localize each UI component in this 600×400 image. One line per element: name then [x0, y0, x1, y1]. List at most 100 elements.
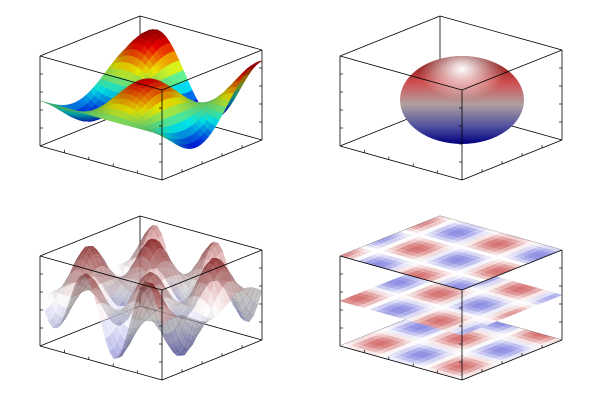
- surface-patch: [140, 269, 149, 281]
- surface-patch: [162, 247, 172, 261]
- box-edge: [39, 55, 163, 91]
- surface-patch: [74, 276, 84, 287]
- surface-patch: [147, 290, 156, 310]
- surface-patch: [149, 224, 158, 230]
- surface-patch: [166, 303, 175, 316]
- surface-patch: [100, 300, 110, 314]
- surface-patch: [106, 297, 116, 315]
- surface-patch: [144, 281, 153, 284]
- surface-patch: [141, 271, 150, 279]
- surface-patch: [228, 270, 237, 283]
- surface-patch: [178, 327, 187, 346]
- surface-patch: [206, 290, 216, 311]
- surface-patch: [187, 325, 196, 341]
- surface-patch: [184, 284, 194, 299]
- surface-patch: [188, 337, 197, 350]
- surface-patch: [185, 317, 195, 336]
- surface-patch: [101, 283, 111, 296]
- surface-patch: [237, 310, 246, 320]
- surface-patch: [153, 291, 162, 308]
- surface-patch: [156, 247, 165, 263]
- surface-patch: [129, 284, 138, 300]
- surface-patch: [138, 305, 147, 321]
- surface-patch: [137, 319, 147, 330]
- surface-patch: [98, 265, 107, 284]
- surface-patch: [168, 345, 177, 356]
- surface-patch: [204, 271, 214, 283]
- surface-patch: [165, 333, 175, 345]
- surface-patch: [87, 277, 97, 290]
- surface-patch: [166, 318, 175, 334]
- surface-patch: [86, 257, 95, 275]
- surface-patch: [114, 291, 123, 303]
- surface-patch: [81, 278, 91, 288]
- surface-patch: [91, 285, 101, 300]
- box-edge: [39, 345, 163, 381]
- surface-patch: [215, 252, 224, 268]
- surface-patch: [98, 275, 107, 287]
- surface-patch: [177, 276, 187, 288]
- surface-patch: [99, 289, 108, 306]
- surface-patch: [140, 307, 149, 320]
- surface-patch: [108, 332, 118, 351]
- surface-patch: [179, 348, 189, 356]
- surface-patch: [181, 332, 191, 349]
- surface-patch: [148, 273, 158, 280]
- surface-patch: [122, 297, 131, 309]
- surface-patch: [185, 302, 194, 313]
- surface-patch: [178, 315, 188, 329]
- surface-patch: [168, 295, 177, 305]
- surface-patch: [220, 267, 230, 284]
- surface-patch: [189, 284, 198, 299]
- surface-patch: [172, 298, 182, 305]
- surface-patch: [209, 275, 219, 282]
- surface-patch: [180, 296, 189, 305]
- surface-patch: [192, 280, 201, 294]
- surface-patch: [224, 267, 233, 282]
- surface-patch: [76, 290, 85, 300]
- surface-patch: [188, 278, 197, 294]
- surface-patch: [116, 321, 125, 327]
- surface-patch: [210, 280, 219, 303]
- surface-patch: [128, 296, 138, 313]
- surface-patch: [173, 299, 182, 308]
- surface-patch: [145, 261, 155, 278]
- surface-patch: [77, 284, 86, 295]
- surface-patch: [77, 250, 87, 260]
- surface-patch: [238, 289, 248, 301]
- surface-patch: [89, 274, 99, 281]
- surface-patch: [157, 255, 166, 268]
- surface-patch: [100, 304, 109, 318]
- surface-patch: [65, 295, 75, 312]
- surface-patch: [57, 318, 66, 328]
- surface-patch: [105, 336, 114, 353]
- surface-patch: [43, 293, 52, 309]
- surface-patch: [111, 313, 120, 328]
- surface-patch: [214, 243, 224, 253]
- surface-patch: [60, 274, 70, 289]
- surface-patch: [149, 320, 158, 328]
- surface-patch: [228, 293, 237, 311]
- surface-patch: [185, 335, 194, 349]
- surface-patch: [179, 301, 189, 306]
- surface-patch: [146, 246, 155, 261]
- surface-patch: [175, 309, 184, 318]
- surface-patch: [178, 314, 187, 334]
- surface-patch: [207, 309, 216, 320]
- surface-patch: [115, 277, 124, 295]
- surface-patch: [82, 263, 92, 280]
- surface-patch: [198, 282, 207, 298]
- surface-patch: [161, 280, 170, 294]
- surface-patch: [148, 240, 157, 255]
- surface-patch: [125, 253, 134, 263]
- surface-patch: [151, 285, 160, 305]
- surface-patch: [208, 275, 218, 282]
- surface-patch: [141, 319, 150, 325]
- surface-patch: [190, 311, 200, 329]
- surface-patch: [219, 265, 229, 282]
- surface-patch: [146, 276, 155, 287]
- surface-patch: [107, 313, 117, 324]
- surface-patch: [192, 273, 202, 289]
- surface-patch: [62, 282, 72, 296]
- surface-patch: [211, 244, 220, 257]
